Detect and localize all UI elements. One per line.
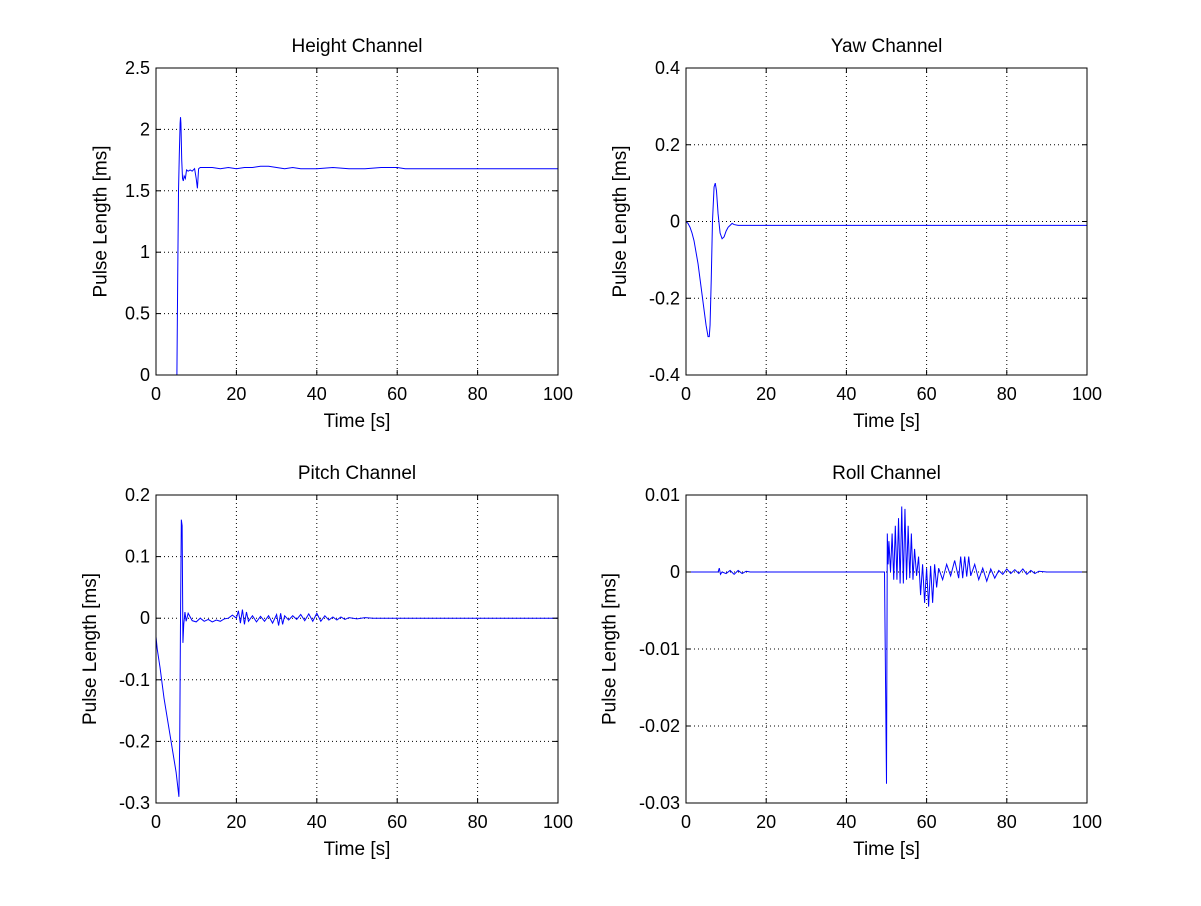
y-tick-label: 2.5	[125, 58, 150, 78]
x-axis-label: Time [s]	[853, 839, 920, 860]
x-tick-label: 80	[468, 812, 488, 832]
plot-area	[156, 68, 558, 375]
x-tick-label: 60	[917, 384, 937, 404]
y-tick-label: -0.2	[649, 288, 680, 308]
chart-title: Pitch Channel	[298, 463, 416, 484]
y-tick-label: -0.01	[639, 639, 680, 659]
x-tick-label: 20	[226, 384, 246, 404]
x-tick-label: 100	[543, 384, 573, 404]
x-tick-label: 60	[387, 384, 407, 404]
series-line	[176, 117, 558, 375]
y-tick-label: 2	[140, 119, 150, 139]
x-tick-label: 80	[468, 384, 488, 404]
x-tick-label: 20	[226, 812, 246, 832]
subplot-0: 0 20 40 60 80 100 0 0.5 1 1.5 2 2.5 Height Channel Ti…	[91, 36, 574, 432]
y-tick-label: -0.03	[639, 793, 680, 813]
x-tick-label: 100	[1072, 384, 1102, 404]
x-tick-label: 0	[681, 384, 691, 404]
subplot-2: 0 20 40 60 80 100 -0.3 -0.2 -0.1 0 0.1 0.2 Pitch Cha…	[80, 463, 573, 860]
y-tick-label: 0.5	[125, 304, 150, 324]
y-tick-label: 0.1	[125, 547, 150, 567]
y-axis-label: Pulse Length [ms]	[610, 145, 631, 297]
y-tick-label: -0.1	[119, 670, 150, 690]
x-tick-label: 40	[836, 812, 856, 832]
subplot-1: 0 20 40 60 80 100 -0.4 -0.2 0 0.2 0.4 Yaw Channel Ti…	[610, 36, 1102, 432]
series-line	[686, 506, 1087, 784]
x-tick-label: 40	[307, 812, 327, 832]
y-axis-label: Pulse Length [ms]	[91, 145, 112, 297]
series-line	[156, 519, 558, 797]
plot-area	[156, 495, 558, 803]
y-tick-label: 0	[140, 365, 150, 385]
subplot-3: 0 20 40 60 80 100 -0.03 -0.02 -0.01 0 0.01 Roll Cha…	[600, 463, 1103, 860]
y-tick-label: -0.2	[119, 731, 150, 751]
chart-title: Height Channel	[292, 36, 423, 57]
x-tick-label: 80	[997, 812, 1017, 832]
y-tick-label: 0.4	[655, 58, 680, 78]
y-tick-label: 0.01	[645, 485, 680, 505]
x-tick-label: 80	[997, 384, 1017, 404]
y-tick-label: 0.2	[655, 135, 680, 155]
x-tick-label: 60	[917, 812, 937, 832]
y-tick-label: 0	[670, 212, 680, 232]
y-axis-label: Pulse Length [ms]	[600, 573, 621, 725]
x-tick-label: 20	[756, 384, 776, 404]
axes-frame	[155, 67, 559, 376]
x-tick-label: 0	[151, 384, 161, 404]
y-axis-label: Pulse Length [ms]	[80, 573, 101, 725]
y-tick-label: 1	[140, 242, 150, 262]
y-tick-label: 0	[670, 562, 680, 582]
x-axis-label: Time [s]	[324, 411, 391, 432]
x-axis-label: Time [s]	[324, 839, 391, 860]
chart-title: Roll Channel	[832, 463, 941, 484]
x-axis-label: Time [s]	[853, 411, 920, 432]
axes-frame	[155, 494, 559, 804]
x-tick-label: 100	[1072, 812, 1102, 832]
x-tick-label: 60	[387, 812, 407, 832]
x-tick-label: 40	[836, 384, 856, 404]
x-tick-label: 100	[543, 812, 573, 832]
x-tick-label: 40	[307, 384, 327, 404]
y-tick-label: -0.02	[639, 716, 680, 736]
y-tick-label: -0.4	[649, 365, 680, 385]
series-line	[686, 182, 1087, 338]
y-tick-label: -0.3	[119, 793, 150, 813]
x-tick-label: 0	[681, 812, 691, 832]
y-tick-label: 0.2	[125, 485, 150, 505]
chart-title: Yaw Channel	[831, 36, 943, 57]
x-tick-label: 20	[756, 812, 776, 832]
y-tick-label: 0	[140, 608, 150, 628]
x-tick-label: 0	[151, 812, 161, 832]
y-tick-label: 1.5	[125, 181, 150, 201]
